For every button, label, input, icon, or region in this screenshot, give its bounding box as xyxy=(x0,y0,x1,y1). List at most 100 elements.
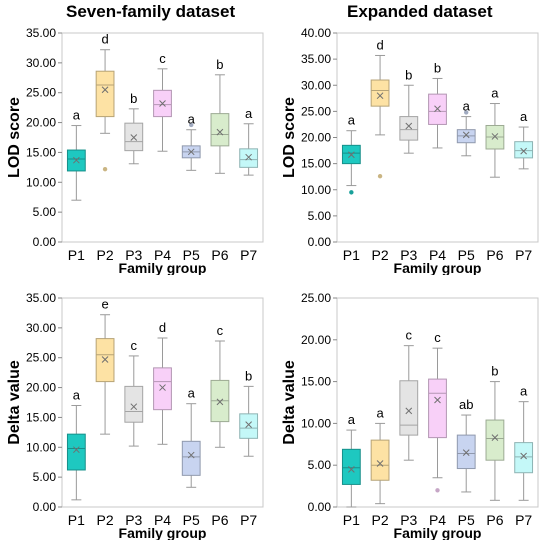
significance-letter: b xyxy=(434,60,441,75)
mean-marker xyxy=(101,86,109,94)
y-tick-label: 15.00 xyxy=(301,375,331,389)
x-tick-label: P5 xyxy=(183,512,200,528)
box-p2 xyxy=(95,49,115,172)
significance-letter: a xyxy=(73,387,81,402)
y-tick-label: 20.00 xyxy=(26,116,56,130)
y-tick-label: 25.00 xyxy=(26,86,56,100)
iqr-box xyxy=(210,113,230,147)
x-axis-label: Family group xyxy=(394,260,482,275)
y-tick-label: 40.00 xyxy=(301,26,331,40)
box-p5 xyxy=(181,122,201,171)
x-tick-label: P4 xyxy=(429,247,446,263)
x-tick-label: P5 xyxy=(458,512,475,528)
y-tick-label: 15.00 xyxy=(26,145,56,159)
y-tick-label: 25.00 xyxy=(301,291,331,305)
mean-marker xyxy=(187,451,195,459)
outlier-point xyxy=(189,122,194,128)
y-tick-label: 5.00 xyxy=(308,209,332,223)
outlier-point xyxy=(435,488,440,493)
x-tick-label: P6 xyxy=(211,247,228,263)
plot-area-frame xyxy=(61,297,264,508)
box-p4 xyxy=(153,68,172,152)
iqr-box xyxy=(370,439,390,481)
box-p4 xyxy=(428,347,447,493)
significance-letter: ab xyxy=(459,397,473,412)
box-p2 xyxy=(370,54,390,179)
mean-marker xyxy=(159,100,166,107)
y-axis-label: LOD score xyxy=(6,97,23,178)
x-tick-label: P7 xyxy=(515,512,532,528)
significance-letter: d xyxy=(376,37,383,52)
box-p3 xyxy=(399,84,419,154)
box-p3 xyxy=(124,355,144,447)
plot-area-frame xyxy=(336,297,539,508)
mean-marker xyxy=(73,156,80,164)
y-axis-label: LOD score xyxy=(281,97,298,178)
mean-marker xyxy=(245,153,252,161)
box-p2 xyxy=(370,422,390,505)
significance-letter: c xyxy=(131,338,138,353)
mean-marker xyxy=(216,128,224,136)
y-tick-label: 10.00 xyxy=(301,183,331,197)
x-tick-label: P4 xyxy=(154,247,171,263)
x-tick-label: P2 xyxy=(97,247,114,263)
significance-letter: a xyxy=(245,106,253,121)
y-tick-label: 30.00 xyxy=(26,56,56,70)
mean-marker xyxy=(245,421,252,428)
y-tick-label: 25.00 xyxy=(26,351,56,365)
iqr-box xyxy=(428,378,447,439)
iqr-box xyxy=(456,434,476,470)
mean-marker xyxy=(434,396,441,404)
significance-letter: c xyxy=(159,51,166,66)
x-axis-label: Family group xyxy=(394,525,482,540)
x-tick-label: P5 xyxy=(458,247,475,263)
significance-letter: d xyxy=(101,32,108,47)
x-tick-label: P1 xyxy=(343,512,360,528)
left-column-title: Seven-family dataset xyxy=(66,2,236,21)
box-p7 xyxy=(514,126,534,170)
y-tick-label: 15.00 xyxy=(301,157,331,171)
x-tick-label: P3 xyxy=(125,512,142,528)
mean-marker xyxy=(130,134,138,141)
x-tick-label: P2 xyxy=(372,247,389,263)
x-tick-label: P6 xyxy=(211,512,228,528)
y-tick-label: 0.00 xyxy=(33,235,57,249)
outlier-point xyxy=(377,173,383,179)
y-tick-label: 10.00 xyxy=(26,440,56,454)
significance-letter: a xyxy=(73,108,81,123)
significance-letter: d xyxy=(159,320,166,335)
mean-marker xyxy=(130,403,138,411)
mean-marker xyxy=(73,446,80,454)
outlier-point xyxy=(102,166,108,172)
box-p6 xyxy=(485,103,505,178)
box-p4 xyxy=(153,337,172,445)
mean-marker xyxy=(434,105,441,113)
box-p5 xyxy=(456,110,476,157)
mean-marker xyxy=(348,466,355,473)
box-p1 xyxy=(341,130,361,195)
significance-letter: a xyxy=(520,109,528,124)
y-tick-label: 5.00 xyxy=(33,470,57,484)
y-tick-label: 30.00 xyxy=(26,321,56,335)
x-tick-label: P1 xyxy=(68,512,85,528)
lod-expanded-chart: 0.00 5.00 10.00 15.00 20.00 25.00 30.00 35.00 40… xyxy=(281,26,539,275)
x-tick-label: P6 xyxy=(486,247,503,263)
x-tick-label: P3 xyxy=(400,247,417,263)
box-p1 xyxy=(66,404,86,501)
iqr-box xyxy=(341,448,361,485)
iqr-box xyxy=(124,385,144,423)
x-tick-label: P2 xyxy=(97,512,114,528)
significance-letter: a xyxy=(463,99,471,114)
y-tick-label: 0.00 xyxy=(308,500,332,514)
outlier-point xyxy=(349,190,354,195)
box-p1 xyxy=(341,429,361,508)
iqr-box xyxy=(239,413,259,439)
box-p4 xyxy=(428,77,447,149)
box-p7 xyxy=(239,123,259,176)
mean-marker xyxy=(462,131,470,139)
significance-letter: c xyxy=(217,323,224,338)
x-tick-label: P1 xyxy=(343,247,360,263)
box-p6 xyxy=(210,74,230,174)
iqr-box xyxy=(239,148,259,168)
